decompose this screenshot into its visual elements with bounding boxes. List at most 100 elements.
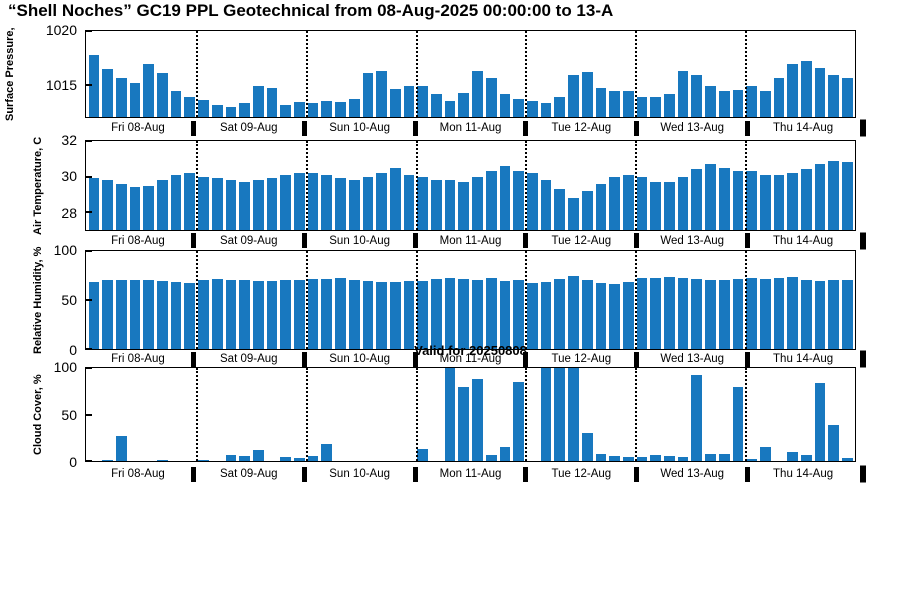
bar	[636, 96, 648, 117]
bar	[732, 171, 744, 230]
bar	[677, 278, 689, 349]
day-label: Thu 14-Aug	[773, 468, 834, 480]
bar	[307, 173, 319, 230]
day-boundary-tick	[745, 120, 751, 136]
bar	[294, 173, 305, 230]
day-boundary-tick	[412, 351, 418, 367]
bar	[335, 101, 346, 117]
bar	[102, 460, 113, 461]
day-boundary-tick	[745, 466, 751, 482]
day-boundary-tick	[745, 233, 751, 248]
bar	[225, 107, 237, 117]
bar	[718, 91, 730, 117]
day-labels: Fri 08-Aug Sat 09-Aug Sun 10-Aug Mon 11-Aug…	[85, 231, 856, 250]
bar	[280, 174, 292, 230]
bar	[115, 280, 127, 349]
bar	[211, 105, 223, 117]
bar	[157, 72, 168, 117]
bar	[581, 71, 593, 117]
day-boundary-tick	[634, 466, 640, 482]
y-tick-label: 100	[53, 359, 77, 375]
y-tick-mark	[86, 299, 92, 301]
y-tick-mark	[86, 250, 92, 252]
bar	[527, 100, 538, 117]
bar	[595, 453, 607, 461]
bar	[568, 276, 579, 349]
bar	[170, 91, 182, 117]
bar	[595, 87, 607, 117]
bar	[540, 282, 552, 349]
bar	[472, 280, 483, 349]
bar	[225, 455, 237, 461]
day-boundary-tick	[190, 466, 196, 482]
bar	[211, 178, 223, 230]
bar	[252, 281, 264, 349]
bar	[814, 67, 826, 117]
bar	[664, 94, 675, 117]
bar	[431, 180, 442, 230]
bar	[622, 282, 634, 349]
day-boundary-tick	[190, 351, 196, 367]
bars-humidity	[86, 251, 855, 349]
day-label: Mon 11-Aug	[439, 122, 502, 134]
day-boundary-tick	[634, 351, 640, 367]
day-label: Thu 14-Aug	[773, 122, 834, 134]
y-tick-label: 1015	[45, 77, 77, 93]
y-tick-mark	[86, 83, 92, 86]
bar	[157, 180, 168, 230]
bar	[458, 279, 470, 349]
bar	[266, 178, 278, 230]
bar	[801, 455, 812, 461]
bar	[239, 456, 250, 461]
bar	[732, 386, 744, 461]
bar	[198, 460, 209, 461]
bar	[787, 277, 799, 349]
day-labels: Fri 08-Aug Sat 09-Aug Sun 10-Aug Mon 11-Aug…	[85, 462, 856, 486]
bar	[376, 70, 387, 117]
day-separator-line	[195, 251, 198, 349]
bar	[499, 447, 511, 461]
bar	[759, 91, 771, 117]
y-tick-mark	[86, 30, 92, 32]
bar	[184, 96, 196, 117]
bar	[184, 173, 196, 230]
bar	[801, 169, 812, 230]
bar	[485, 171, 497, 230]
bar	[88, 54, 100, 117]
day-boundary-tick	[301, 233, 307, 248]
bar	[581, 280, 593, 349]
bar	[718, 280, 730, 349]
bar	[664, 277, 675, 349]
bar	[280, 280, 292, 349]
y-tick-label: 100	[53, 242, 77, 258]
day-label: Sat 09-Aug	[220, 122, 278, 134]
day-label: Mon 11-Aug	[439, 353, 502, 365]
bar	[102, 180, 113, 230]
bar	[527, 173, 538, 230]
bar	[609, 176, 620, 230]
y-axis-ticks-pressure: 1015 1020	[0, 22, 80, 118]
y-tick-mark	[86, 413, 92, 416]
day-separator-line	[745, 368, 748, 461]
day-separator-line	[415, 141, 418, 230]
day-boundary-tick	[523, 351, 529, 367]
bar	[801, 280, 812, 349]
bar	[321, 444, 333, 461]
bar	[321, 174, 333, 230]
day-label: Thu 14-Aug	[773, 353, 834, 365]
day-boundary-tick	[634, 233, 640, 248]
bars-cloud	[86, 368, 855, 461]
bar	[88, 282, 100, 349]
day-boundary-tick	[301, 120, 307, 136]
bar	[554, 368, 566, 461]
bar	[294, 458, 305, 461]
bars-temperature	[86, 141, 855, 230]
day-label: Fri 08-Aug	[111, 234, 165, 247]
bar	[362, 281, 374, 349]
day-label: Wed 13-Aug	[660, 353, 725, 365]
bar	[485, 455, 497, 461]
day-labels: Fri 08-Aug Sat 09-Aug Sun 10-Aug Mon 11-Aug…	[85, 118, 856, 138]
bar	[307, 279, 319, 349]
bar	[828, 424, 840, 461]
bar	[403, 281, 415, 349]
